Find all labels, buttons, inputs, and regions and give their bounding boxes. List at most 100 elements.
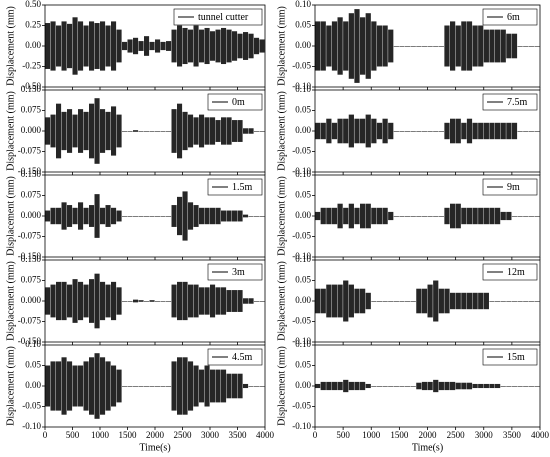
signal-envelope	[410, 301, 416, 302]
x-tick-label: 2500	[174, 430, 193, 440]
signal-envelope	[511, 386, 518, 387]
signal-envelope	[483, 207, 489, 225]
signal-envelope	[388, 301, 394, 302]
signal-envelope	[343, 118, 349, 144]
signal-envelope	[89, 103, 95, 159]
signal-envelope	[67, 361, 73, 411]
signal-envelope	[472, 292, 478, 310]
signal-envelope	[399, 386, 405, 387]
signal-envelope	[348, 284, 354, 318]
signal-envelope	[127, 39, 133, 53]
signal-envelope	[50, 21, 56, 71]
y-tick-label: 0.10	[295, 169, 311, 179]
signal-envelope	[94, 273, 100, 329]
legend-label: 12m	[507, 267, 525, 278]
signal-envelope	[495, 301, 501, 302]
signal-envelope	[160, 386, 166, 387]
signal-envelope	[100, 357, 106, 415]
signal-envelope	[438, 381, 444, 391]
legend-label: 3m	[232, 267, 245, 278]
x-tick-label: 500	[336, 430, 350, 440]
signal-envelope	[144, 36, 150, 56]
signal-envelope	[360, 203, 366, 229]
signal-envelope	[155, 301, 161, 302]
signal-envelope	[500, 301, 506, 302]
signal-envelope	[320, 288, 326, 314]
signal-envelope	[348, 13, 354, 79]
signal-envelope	[155, 131, 161, 132]
signal-envelope	[466, 292, 473, 310]
signal-envelope	[315, 383, 321, 389]
signal-envelope	[254, 131, 260, 132]
signal-envelope	[444, 207, 450, 225]
signal-envelope	[326, 284, 332, 318]
signal-envelope	[478, 292, 484, 310]
signal-envelope	[193, 284, 199, 318]
y-tick-label: 0.150	[21, 169, 42, 179]
signal-envelope	[116, 29, 122, 63]
signal-envelope	[215, 207, 221, 225]
signal-envelope	[199, 114, 205, 148]
signal-envelope	[343, 21, 349, 71]
signal-envelope	[410, 46, 416, 47]
signal-envelope	[122, 41, 128, 51]
signal-envelope	[94, 23, 100, 69]
signal-envelope	[450, 292, 456, 310]
signal-envelope	[155, 39, 161, 53]
y-tick-label: -0.10	[292, 166, 311, 176]
signal-envelope	[78, 109, 84, 153]
legend-box	[482, 178, 538, 196]
signal-envelope	[405, 216, 411, 217]
signal-envelope	[376, 301, 383, 302]
signal-envelope	[259, 39, 265, 53]
signal-envelope	[193, 365, 199, 407]
signal-envelope	[315, 122, 321, 140]
x-tick-label: 2000	[146, 430, 165, 440]
signal-envelope	[204, 287, 210, 315]
signal-envelope	[243, 298, 249, 304]
y-axis-label: Displacement (mm)	[276, 91, 287, 171]
signal-envelope	[259, 301, 265, 302]
signal-envelope	[534, 301, 540, 302]
signal-envelope	[89, 357, 95, 415]
y-tick-label: 0.10	[295, 339, 311, 349]
y-tick-label: 0.00	[295, 295, 311, 305]
y-tick-label: -0.05	[292, 146, 311, 156]
signal-envelope	[455, 382, 461, 390]
signal-envelope	[421, 288, 428, 314]
y-tick-label: -0.10	[292, 81, 311, 91]
signal-envelope	[232, 373, 238, 399]
y-tick-label: 0.00	[25, 40, 41, 50]
signal-envelope	[534, 46, 540, 47]
x-axis-label: Time(s)	[139, 442, 170, 453]
legend-label: 1.5m	[232, 182, 253, 193]
y-tick-label: 0.00	[295, 125, 311, 135]
y-tick-label: 0.000	[21, 210, 42, 220]
signal-envelope	[517, 216, 523, 217]
signal-envelope	[182, 281, 188, 321]
signal-envelope	[337, 381, 343, 391]
signal-envelope	[371, 21, 377, 71]
signal-envelope	[421, 46, 428, 47]
signal-envelope	[204, 27, 210, 65]
signal-envelope	[144, 216, 150, 217]
y-tick-label: 0.00	[295, 210, 311, 220]
signal-envelope	[78, 365, 84, 407]
signal-envelope	[122, 301, 128, 302]
signal-envelope	[160, 301, 166, 302]
signal-envelope	[248, 386, 254, 387]
signal-envelope	[365, 13, 371, 79]
y-tick-label: -0.05	[292, 401, 311, 411]
signal-envelope	[144, 386, 150, 387]
signal-envelope	[243, 383, 249, 389]
signal-envelope	[433, 379, 439, 393]
signal-envelope	[354, 207, 360, 225]
signal-envelope	[83, 25, 89, 67]
y-tick-label: 0.10	[25, 339, 41, 349]
signal-envelope	[166, 216, 172, 217]
signal-envelope	[177, 357, 183, 415]
signal-envelope	[210, 117, 216, 145]
signal-envelope	[393, 131, 399, 132]
signal-envelope	[199, 287, 205, 315]
